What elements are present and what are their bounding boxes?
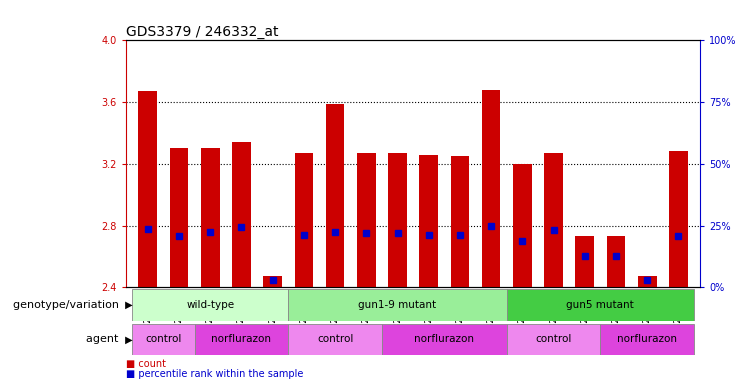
Text: agent: agent <box>87 334 122 344</box>
Bar <box>607 236 625 287</box>
Bar <box>544 153 563 287</box>
Text: ▶: ▶ <box>122 300 133 310</box>
Text: control: control <box>145 334 182 344</box>
Text: control: control <box>317 334 353 344</box>
Text: ■ count: ■ count <box>126 359 166 369</box>
Bar <box>195 324 288 355</box>
Bar <box>419 154 438 287</box>
Text: gun5 mutant: gun5 mutant <box>567 300 634 310</box>
Bar <box>232 142 250 287</box>
Bar <box>357 153 376 287</box>
Bar <box>669 151 688 287</box>
Bar <box>382 324 507 355</box>
Bar <box>482 90 500 287</box>
Text: GDS3379 / 246332_at: GDS3379 / 246332_at <box>126 25 279 39</box>
Bar <box>507 289 694 321</box>
Bar <box>513 164 532 287</box>
Bar <box>576 236 594 287</box>
Bar <box>638 276 657 287</box>
Text: ■ percentile rank within the sample: ■ percentile rank within the sample <box>126 369 303 379</box>
Text: genotype/variation: genotype/variation <box>13 300 122 310</box>
Bar <box>201 148 219 287</box>
Bar <box>288 289 507 321</box>
Text: control: control <box>535 334 572 344</box>
Bar <box>132 324 195 355</box>
Bar <box>263 276 282 287</box>
Bar <box>326 104 345 287</box>
Bar <box>388 153 407 287</box>
Text: ▶: ▶ <box>122 334 133 344</box>
Bar <box>288 324 382 355</box>
Text: wild-type: wild-type <box>186 300 234 310</box>
Bar <box>451 156 469 287</box>
Bar <box>139 91 157 287</box>
Bar <box>600 324 694 355</box>
Bar <box>294 153 313 287</box>
Bar <box>132 289 288 321</box>
Bar <box>507 324 600 355</box>
Bar <box>170 148 188 287</box>
Text: norflurazon: norflurazon <box>414 334 474 344</box>
Text: norflurazon: norflurazon <box>617 334 677 344</box>
Text: norflurazon: norflurazon <box>211 334 271 344</box>
Text: gun1-9 mutant: gun1-9 mutant <box>359 300 436 310</box>
